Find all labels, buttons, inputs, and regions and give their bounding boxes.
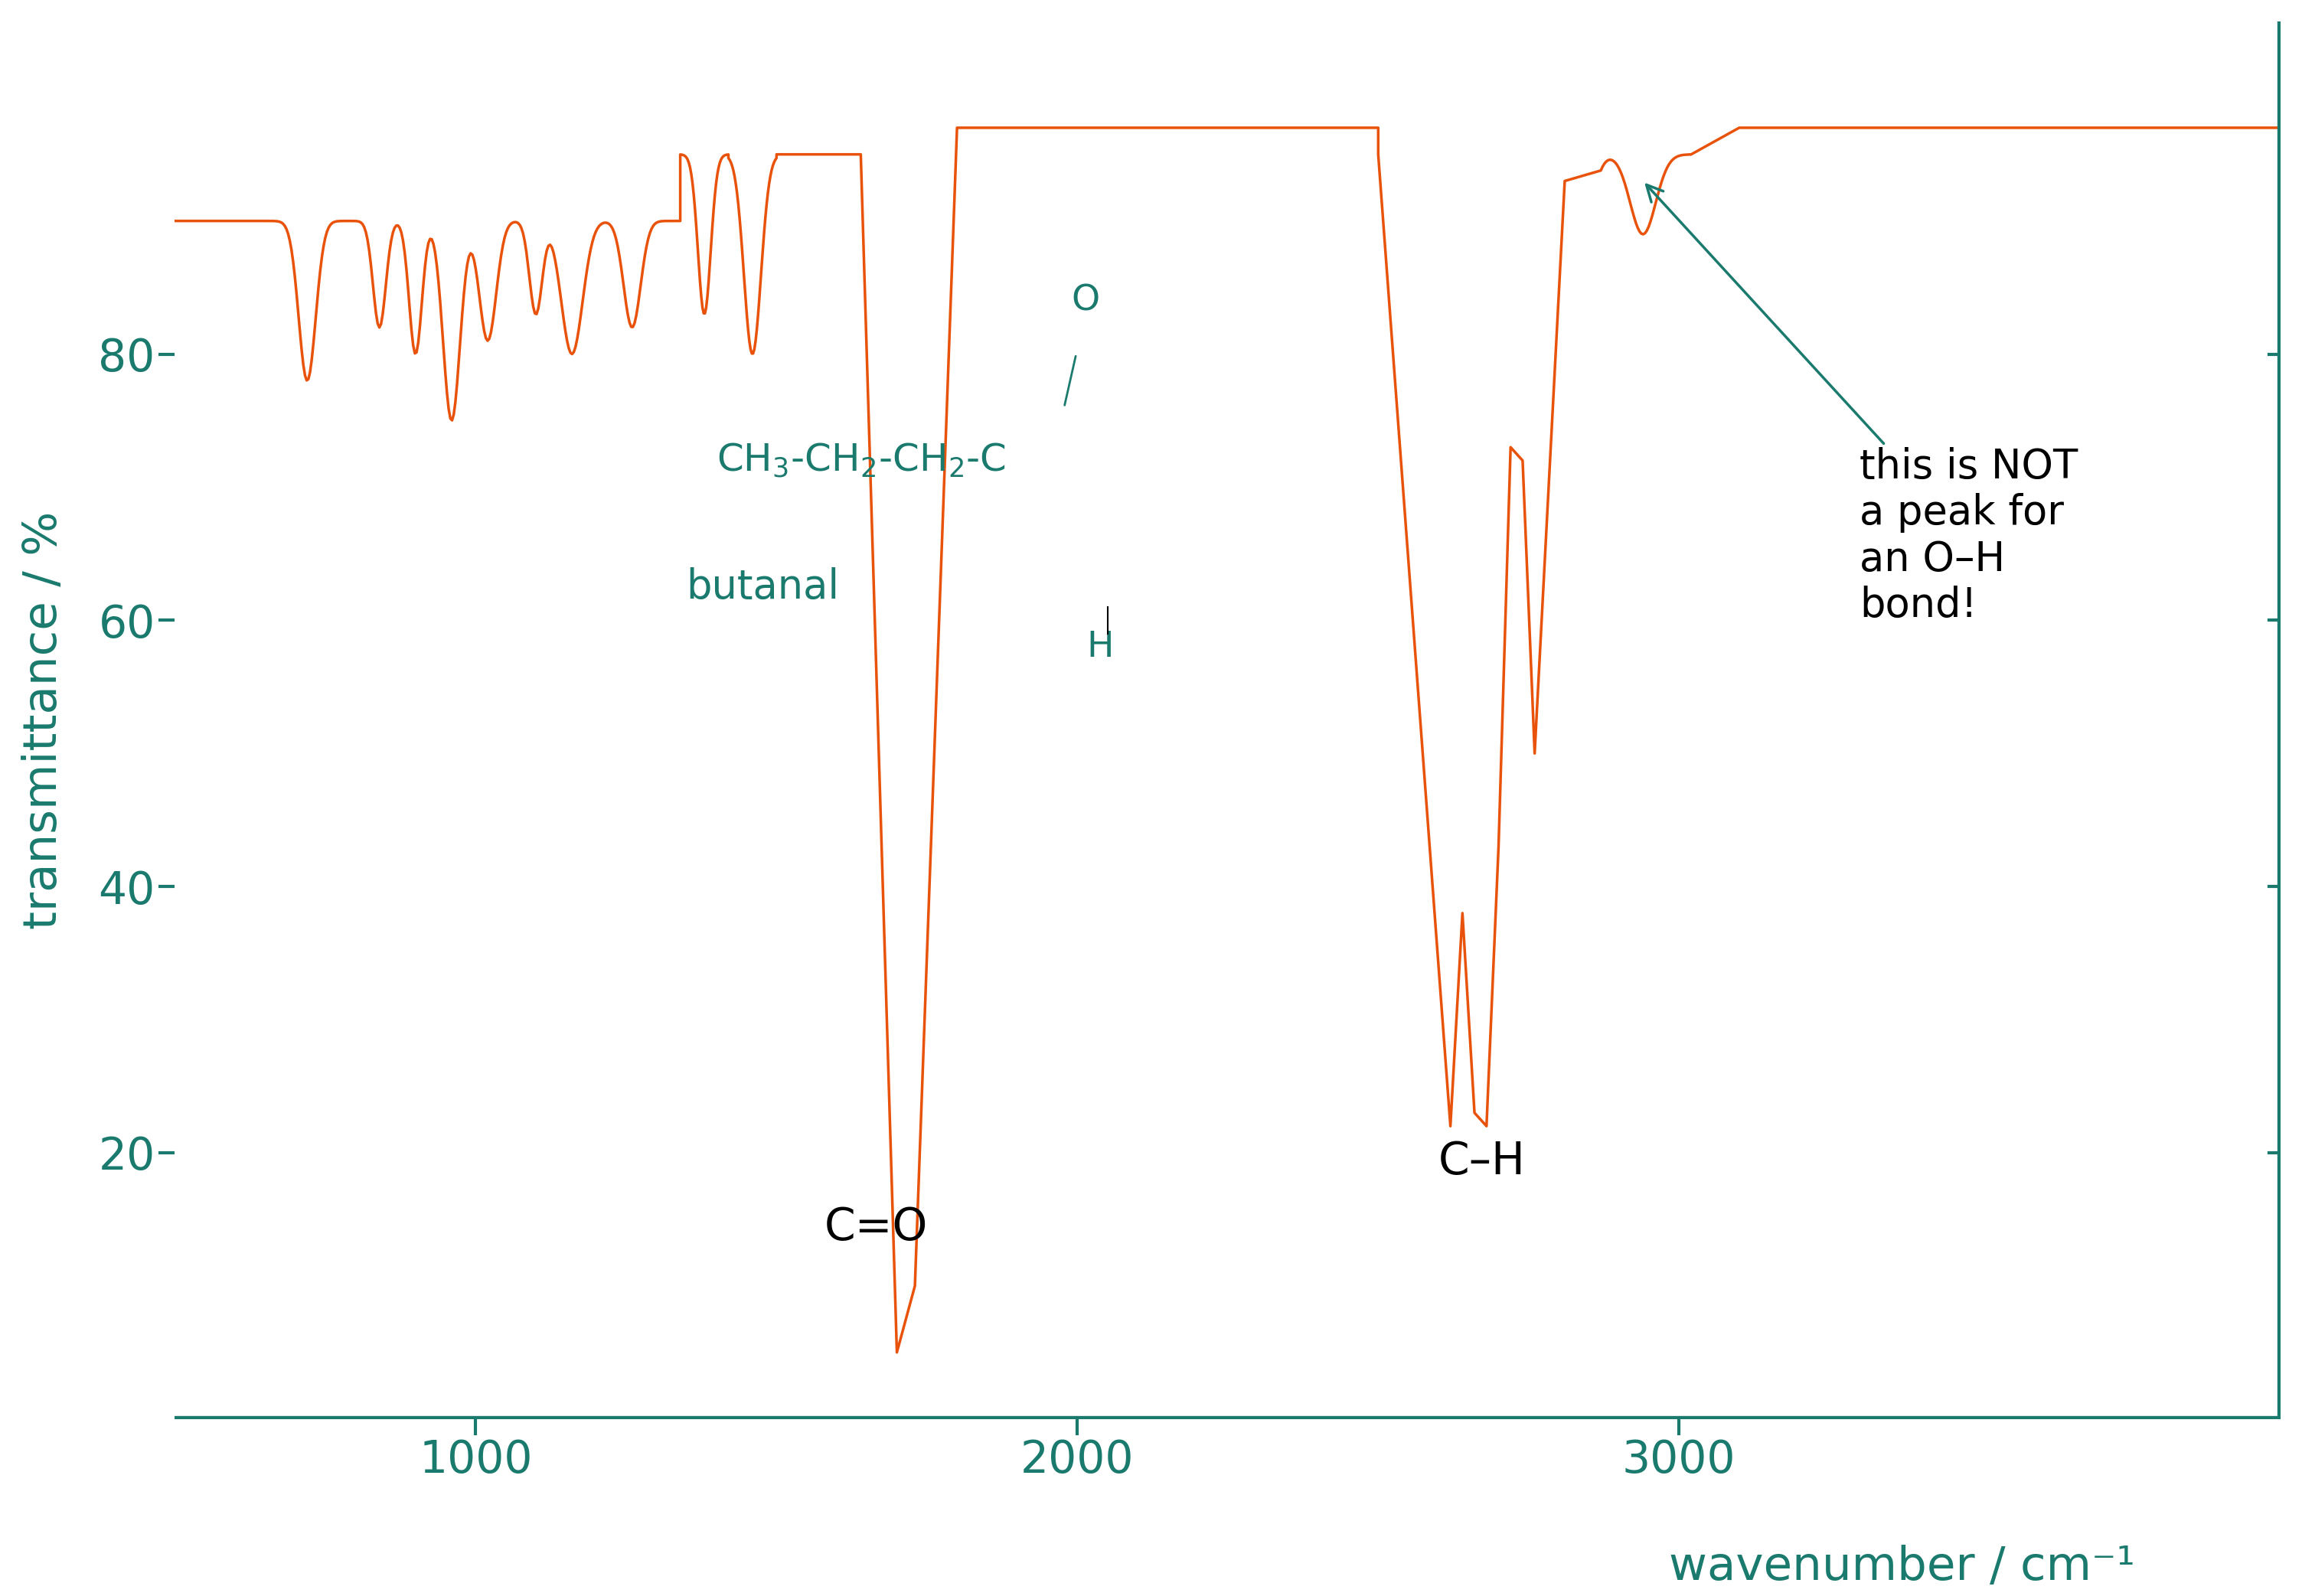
X-axis label: wavenumber / cm⁻¹: wavenumber / cm⁻¹ <box>1669 1545 2134 1590</box>
Text: H: H <box>1087 630 1114 664</box>
Text: CH$_3$-CH$_2$-CH$_2$-C: CH$_3$-CH$_2$-CH$_2$-C <box>716 442 1006 479</box>
Text: C–H: C–H <box>1439 1140 1526 1183</box>
Text: this is NOT
a peak for
an O–H
bond!: this is NOT a peak for an O–H bond! <box>1646 185 2079 626</box>
Y-axis label: transmittance / %: transmittance / % <box>21 511 67 929</box>
Text: C=O: C=O <box>824 1207 928 1250</box>
Text: butanal: butanal <box>686 567 840 606</box>
Text: O: O <box>1070 284 1100 318</box>
